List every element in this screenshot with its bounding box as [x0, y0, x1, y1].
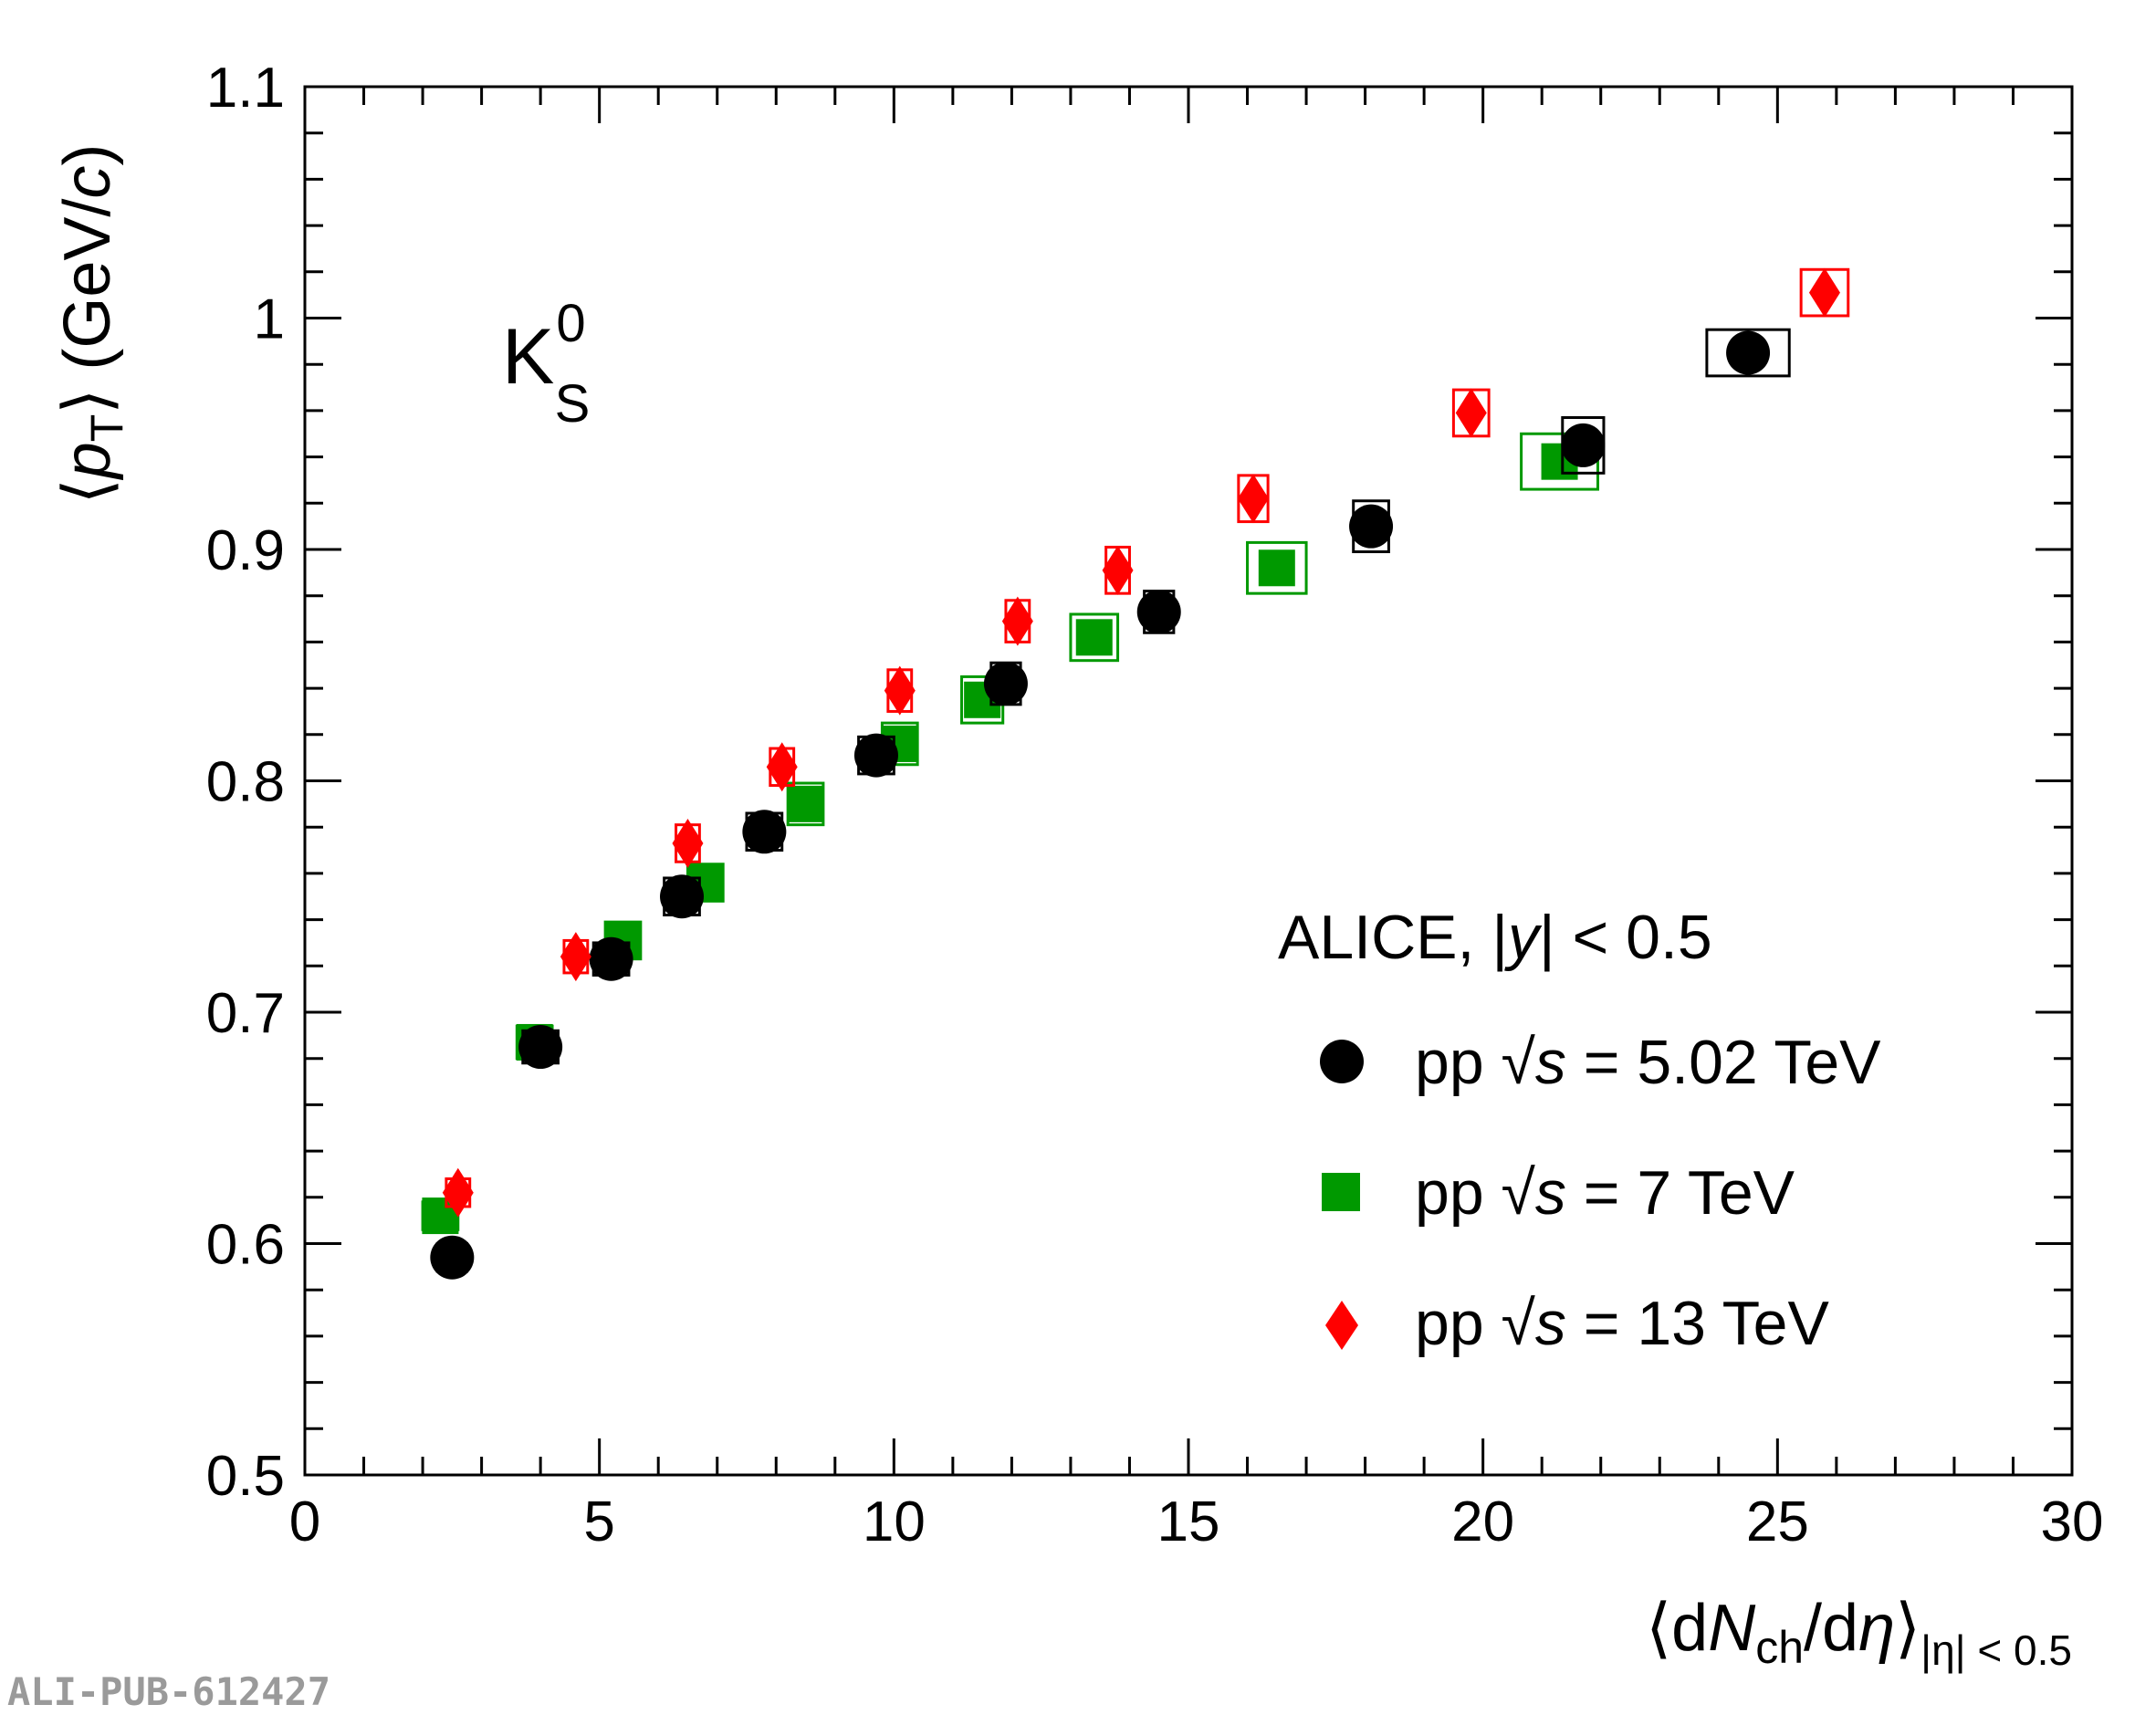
series-diamond — [442, 267, 1850, 1218]
data-point-diamond — [560, 932, 591, 982]
legend-marker-square — [1322, 1173, 1360, 1211]
legend-entry-13tev: pp √s = 13 TeV — [1415, 1289, 1829, 1358]
data-point-diamond — [1237, 474, 1269, 524]
y-tick-label: 0.9 — [206, 519, 285, 582]
legend-header: ALICE, |y| < 0.5 — [1278, 903, 1712, 972]
data-point-square — [787, 785, 824, 822]
x-tick-label: 0 — [289, 1490, 320, 1553]
x-tick-label: 30 — [2041, 1490, 2104, 1553]
sys-error-box — [1705, 328, 1791, 378]
y-tick-label: 1.1 — [206, 57, 285, 120]
y-tick-label: 0.5 — [206, 1445, 285, 1508]
data-point-circle — [518, 1025, 563, 1070]
y-axis-title: ⟨pT⟩ (GeV/c) — [51, 144, 132, 505]
data-point-circle — [1561, 423, 1606, 467]
x-axis-title: ⟨dNch/dη⟩|η| < 0.5 — [1646, 1592, 2072, 1674]
x-tick-label: 5 — [583, 1490, 614, 1553]
data-point-circle — [742, 810, 787, 854]
legend-marker-circle — [1320, 1040, 1364, 1083]
data-point-square — [1258, 549, 1295, 587]
data-point-circle — [589, 936, 633, 981]
data-point-diamond — [1001, 596, 1033, 646]
data-point-diamond — [1102, 545, 1134, 595]
y-tick-label: 0.6 — [206, 1214, 285, 1277]
data-point-circle — [1349, 504, 1394, 549]
publication-tag: ALI-PUB-612427 — [7, 1669, 330, 1714]
sys-error-box — [1069, 612, 1120, 663]
particle-label: K0 S — [502, 294, 590, 434]
x-tick-label: 20 — [1451, 1490, 1514, 1553]
legend-entry-7tev: pp √s = 7 TeV — [1415, 1158, 1795, 1228]
legend-marker-diamond — [1325, 1301, 1358, 1350]
legend-entry-5tev: pp √s = 5.02 TeV — [1415, 1028, 1881, 1097]
data-point-circle — [853, 733, 898, 778]
y-tick-label: 0.8 — [206, 751, 285, 814]
data-point-diamond — [442, 1167, 474, 1218]
y-tick-label: 0.7 — [206, 982, 285, 1045]
data-point-circle — [660, 874, 705, 919]
data-point-diamond — [884, 665, 916, 716]
x-tick-label: 15 — [1157, 1490, 1220, 1553]
sys-error-box — [1246, 540, 1308, 595]
data-point-diamond — [1808, 267, 1840, 318]
data-point-diamond — [1455, 388, 1487, 438]
x-tick-label: 10 — [863, 1490, 926, 1553]
x-tick-label: 25 — [1746, 1490, 1809, 1553]
legend: ALICE, |y| < 0.5 pp √s = 5.02 TeV pp √s … — [1278, 903, 1881, 1358]
series-circle — [430, 328, 1791, 1280]
data-point-diamond — [766, 742, 798, 792]
data-point-circle — [983, 662, 1028, 706]
axis-ticks — [303, 85, 2074, 1477]
data-point-circle — [1136, 590, 1181, 634]
tick-labels: 0 5 10 15 20 25 30 0.5 0.6 0.7 0.8 0.9 1 1.1 — [206, 57, 2104, 1553]
data-point-circle — [1726, 330, 1771, 375]
y-tick-label: 1 — [254, 288, 285, 351]
data-point-square — [1075, 619, 1113, 656]
data-point-diamond — [672, 818, 704, 868]
data-series — [421, 267, 1850, 1280]
data-point-circle — [430, 1235, 475, 1280]
